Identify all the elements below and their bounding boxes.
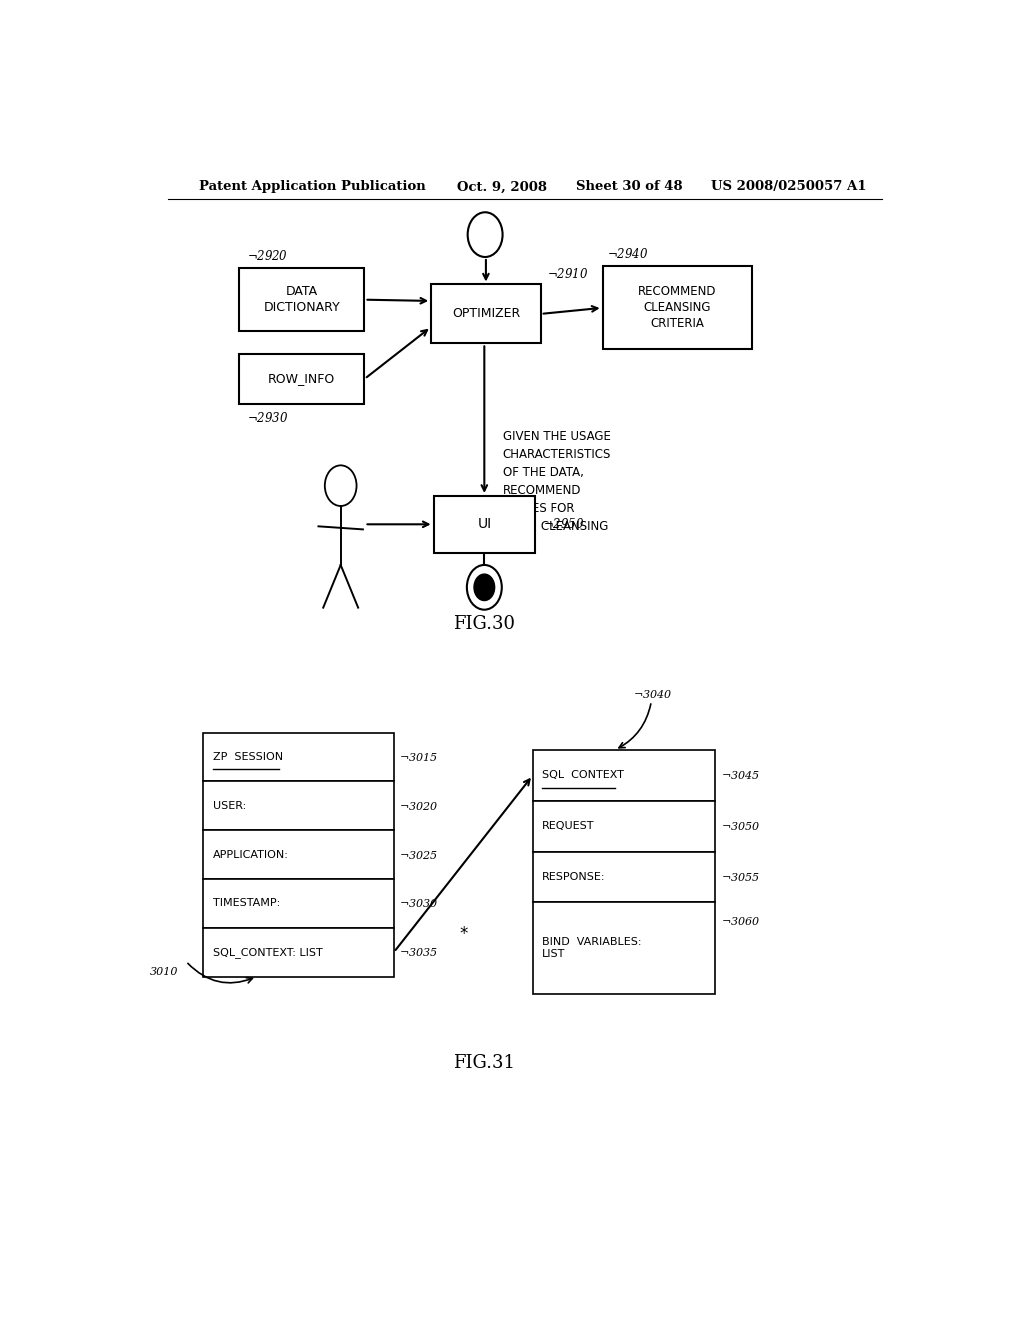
Text: $\neg$3015: $\neg$3015: [399, 751, 438, 763]
Text: GIVEN THE USAGE
CHARACTERISTICS
OF THE DATA,
RECOMMEND
TABLES FOR
DATA  CLEANSIN: GIVEN THE USAGE CHARACTERISTICS OF THE D…: [503, 430, 611, 533]
FancyBboxPatch shape: [240, 268, 365, 331]
Text: SQL_CONTEXT: LIST: SQL_CONTEXT: LIST: [213, 946, 323, 958]
Text: $\neg$3055: $\neg$3055: [721, 871, 760, 883]
FancyBboxPatch shape: [532, 903, 715, 994]
Text: UI: UI: [477, 517, 492, 532]
Text: $\neg$3045: $\neg$3045: [721, 770, 760, 781]
Circle shape: [474, 574, 495, 601]
FancyBboxPatch shape: [204, 830, 394, 879]
Text: Oct. 9, 2008: Oct. 9, 2008: [458, 181, 548, 193]
FancyBboxPatch shape: [204, 928, 394, 977]
Text: *: *: [459, 925, 468, 942]
Text: $\neg$2950: $\neg$2950: [543, 517, 584, 532]
Text: $\neg$2930: $\neg$2930: [247, 412, 288, 425]
Text: FIG.31: FIG.31: [454, 1053, 515, 1072]
Text: REQUEST: REQUEST: [543, 821, 595, 832]
FancyBboxPatch shape: [532, 801, 715, 851]
Circle shape: [468, 213, 503, 257]
Text: $\neg$3030: $\neg$3030: [399, 898, 438, 909]
Text: $\neg$2910: $\neg$2910: [547, 268, 588, 281]
Text: 3010: 3010: [150, 966, 178, 977]
FancyBboxPatch shape: [433, 496, 536, 553]
Text: OPTIMIZER: OPTIMIZER: [452, 308, 520, 321]
Text: DATA
DICTIONARY: DATA DICTIONARY: [263, 285, 340, 314]
Text: $\neg$2920: $\neg$2920: [247, 249, 288, 263]
Text: Sheet 30 of 48: Sheet 30 of 48: [577, 181, 683, 193]
Text: BIND  VARIABLES:
LIST: BIND VARIABLES: LIST: [543, 937, 642, 958]
FancyBboxPatch shape: [431, 284, 541, 343]
Circle shape: [325, 466, 356, 506]
FancyBboxPatch shape: [240, 354, 365, 404]
FancyBboxPatch shape: [602, 267, 752, 350]
Text: US 2008/0250057 A1: US 2008/0250057 A1: [712, 181, 866, 193]
Text: $\neg$3020: $\neg$3020: [399, 800, 438, 812]
FancyBboxPatch shape: [532, 750, 715, 801]
Text: ROW_INFO: ROW_INFO: [268, 372, 336, 385]
FancyBboxPatch shape: [532, 851, 715, 903]
Text: SQL  CONTEXT: SQL CONTEXT: [543, 771, 625, 780]
Text: $\neg$3035: $\neg$3035: [399, 946, 438, 958]
Text: Patent Application Publication: Patent Application Publication: [200, 181, 426, 193]
Text: ZP  SESSION: ZP SESSION: [213, 752, 283, 762]
Text: USER:: USER:: [213, 801, 246, 810]
Text: $\neg$3025: $\neg$3025: [399, 849, 438, 861]
Text: RESPONSE:: RESPONSE:: [543, 873, 606, 882]
FancyBboxPatch shape: [204, 879, 394, 928]
Text: $\neg$2940: $\neg$2940: [606, 247, 647, 261]
FancyBboxPatch shape: [204, 733, 394, 781]
Text: FIG.30: FIG.30: [454, 615, 515, 632]
Text: RECOMMEND
CLEANSING
CRITERIA: RECOMMEND CLEANSING CRITERIA: [638, 285, 717, 330]
FancyBboxPatch shape: [204, 781, 394, 830]
Text: $\neg$3040: $\neg$3040: [633, 688, 673, 700]
Text: $\neg$3060: $\neg$3060: [721, 915, 760, 927]
Text: APPLICATION:: APPLICATION:: [213, 850, 289, 859]
Text: TIMESTAMP:: TIMESTAMP:: [213, 899, 281, 908]
Text: $\neg$3050: $\neg$3050: [721, 820, 760, 832]
Circle shape: [467, 565, 502, 610]
